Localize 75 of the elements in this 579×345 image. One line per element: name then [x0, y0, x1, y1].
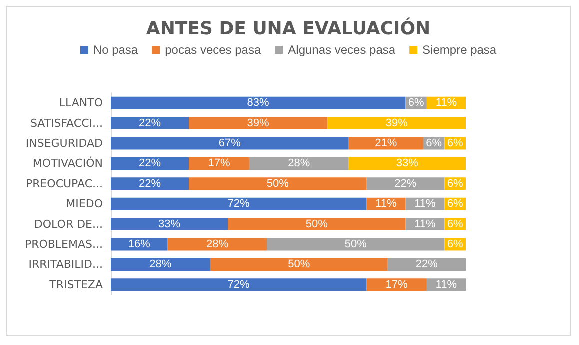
bar	[210, 258, 388, 271]
data-label: 28%	[206, 238, 229, 250]
data-label: 11%	[414, 198, 436, 210]
data-label: 11%	[436, 278, 458, 291]
data-label: 16%	[128, 238, 151, 250]
bar	[111, 137, 349, 150]
data-label: 50%	[288, 258, 310, 271]
data-label: 28%	[288, 158, 310, 170]
data-label: 67%	[218, 138, 242, 150]
bar	[111, 218, 228, 231]
data-label: 33%	[396, 158, 419, 170]
data-label: 11%	[436, 97, 458, 110]
legend-label: pocas veces pasa	[165, 43, 262, 57]
y-tick-label: LLANTO	[59, 96, 104, 110]
data-label: 83%	[247, 97, 270, 110]
bar	[111, 278, 367, 292]
data-label: 6%	[447, 178, 464, 190]
y-tick-label: MOTIVACIÓN	[32, 156, 103, 170]
y-tick-label: IRRITABILID...	[28, 258, 103, 272]
bar	[111, 258, 210, 271]
bar	[348, 157, 466, 170]
bar	[267, 238, 445, 251]
data-label: 6%	[408, 97, 424, 110]
bar	[111, 198, 367, 210]
data-label: 28%	[150, 258, 172, 271]
chart-title: ANTES DE UNA EVALUACIÓN	[146, 18, 431, 40]
bar	[348, 137, 424, 150]
bar	[111, 238, 168, 251]
y-tick-label: INSEGURIDAD	[26, 137, 103, 150]
bar	[111, 96, 406, 110]
bar	[111, 157, 190, 170]
bar	[111, 117, 190, 130]
legend-label: No pasa	[93, 43, 138, 57]
data-label: 6%	[426, 138, 442, 150]
y-tick-label: DOLOR DE...	[34, 218, 103, 231]
bar	[168, 238, 268, 251]
data-label: 6%	[447, 218, 464, 230]
data-label: 11%	[376, 198, 397, 210]
bar	[189, 178, 367, 190]
legend-label: Siempre pasa	[422, 43, 497, 57]
data-label: 50%	[306, 218, 328, 230]
bar	[249, 157, 349, 170]
data-label: 6%	[447, 138, 464, 150]
data-label: 22%	[139, 117, 162, 130]
data-label: 50%	[344, 238, 368, 250]
data-label: 33%	[158, 218, 181, 230]
data-label: 72%	[228, 198, 250, 210]
data-label: 17%	[208, 158, 230, 170]
data-label: 17%	[386, 278, 408, 291]
data-label: 22%	[394, 178, 417, 190]
bar	[388, 258, 466, 271]
bar	[328, 117, 466, 130]
data-label: 72%	[228, 278, 250, 291]
data-label: 22%	[139, 178, 162, 190]
data-label: 6%	[447, 198, 464, 210]
bar	[228, 218, 406, 231]
data-label: 50%	[266, 178, 290, 190]
bar	[366, 278, 427, 292]
y-tick-label: PREOCUPAC...	[26, 177, 103, 190]
y-tick-label: PROBLEMAS...	[24, 238, 103, 251]
data-label: 6%	[447, 238, 464, 250]
data-label: 11%	[414, 218, 436, 230]
data-label: 22%	[416, 258, 438, 271]
bar	[189, 157, 250, 170]
data-label: 39%	[247, 117, 270, 130]
y-tick-label: TRISTEZA	[48, 278, 104, 292]
y-tick-label: MIEDO	[66, 198, 104, 211]
bar	[189, 117, 328, 130]
y-tick-label: SATISFACCI...	[30, 116, 103, 130]
data-label: 39%	[386, 117, 408, 130]
data-label: 21%	[375, 138, 398, 150]
data-label: 22%	[139, 158, 162, 170]
legend-label: Algunas veces pasa	[288, 43, 396, 57]
bar	[366, 178, 445, 190]
bar	[111, 178, 190, 190]
